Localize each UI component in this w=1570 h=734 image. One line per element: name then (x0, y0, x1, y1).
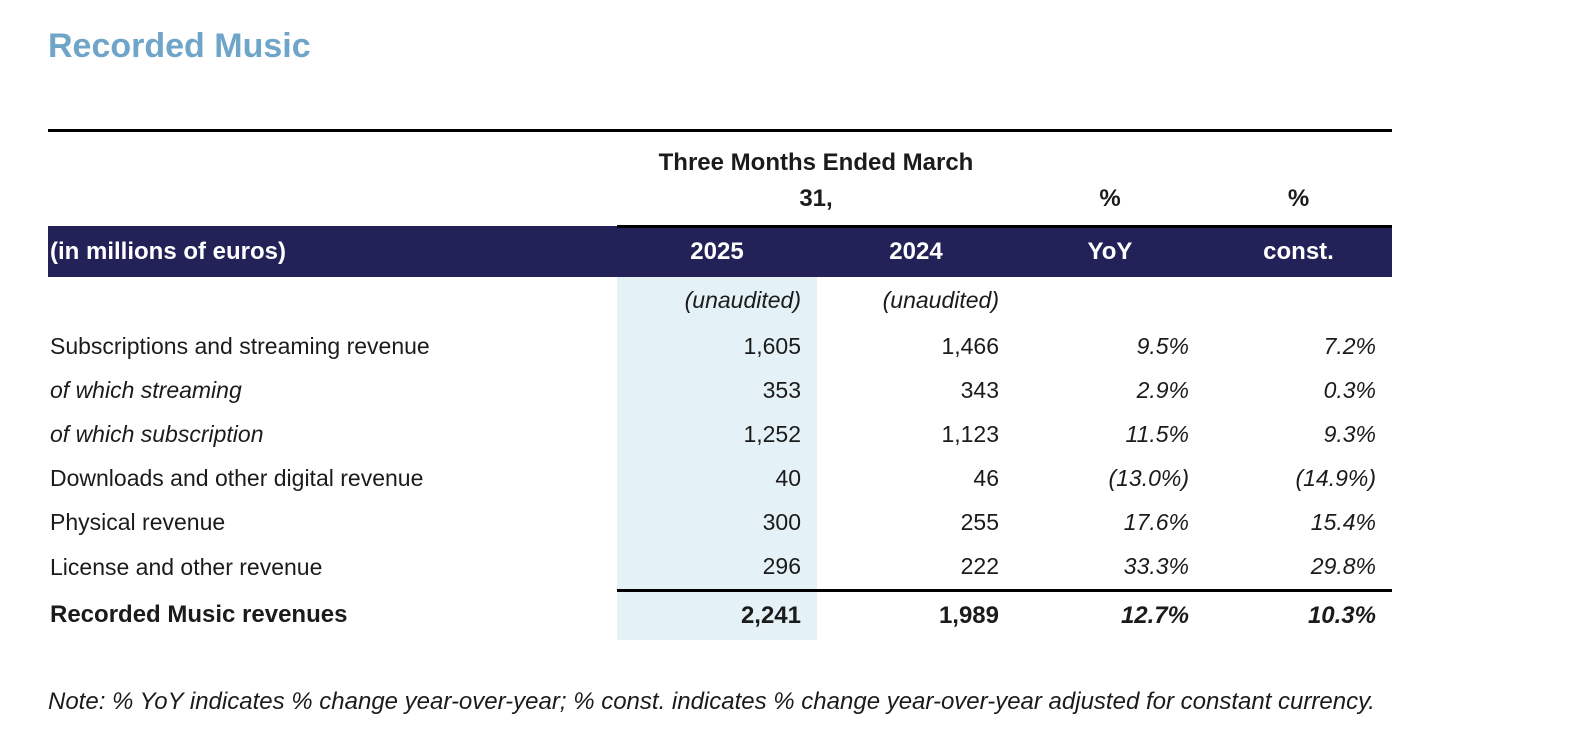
table-row: of which subscription 1,252 1,123 11.5% … (48, 412, 1392, 457)
cell-yoy: 9.5% (1136, 333, 1189, 360)
period-header-cell: Three Months Ended March 31, (617, 130, 1015, 228)
total-2024: 1,989 (817, 588, 1015, 640)
row-label: of which streaming (50, 377, 242, 404)
period-header-label: Three Months Ended March 31, (658, 148, 974, 212)
cell-2025: 1,605 (617, 324, 817, 369)
cell-2025: 296 (617, 544, 817, 591)
page-title: Recorded Music (48, 27, 311, 65)
pct-const-header: % (1205, 130, 1392, 228)
row-label: Downloads and other digital revenue (50, 465, 424, 492)
row-label: License and other revenue (50, 554, 323, 581)
unaudited-row: (unaudited) (unaudited) (48, 276, 1392, 325)
cell-yoy: 2.9% (1136, 377, 1189, 404)
table-row: Physical revenue 300 255 17.6% 15.4% (48, 500, 1392, 545)
cell-const: 0.3% (1323, 377, 1376, 404)
cell-2024: 1,466 (941, 333, 999, 360)
table-row: Downloads and other digital revenue 40 4… (48, 456, 1392, 501)
spacer-cell (1205, 277, 1392, 325)
col-header-yoy: YoY (1015, 226, 1205, 277)
pct-yoy-header: % (1015, 130, 1205, 228)
cell-2024: 255 (960, 509, 999, 536)
cell-yoy: 17.6% (1123, 509, 1189, 536)
table-row: of which streaming 353 343 2.9% 0.3% (48, 368, 1392, 413)
total-row: Recorded Music revenues 2,241 1,989 12.7… (48, 588, 1392, 640)
col-header-2025: 2025 (617, 226, 817, 277)
cell-2024: 46 (973, 465, 999, 492)
row-label: of which subscription (50, 421, 264, 448)
total-yoy: 12.7% (1015, 588, 1205, 640)
total-2025: 2,241 (617, 588, 817, 640)
unaudited-2025: (unaudited) (617, 276, 817, 325)
period-header-row: Three Months Ended March 31, % % (48, 130, 1392, 228)
cell-const: 29.8% (1310, 553, 1376, 580)
row-label: Subscriptions and streaming revenue (50, 333, 430, 360)
spacer-cell (48, 277, 617, 325)
cell-2024: 222 (960, 553, 999, 580)
table-row: Subscriptions and streaming revenue 1,60… (48, 324, 1392, 369)
total-label: Recorded Music revenues (50, 601, 348, 629)
cell-2025: 353 (617, 368, 817, 413)
cell-const: 7.2% (1323, 333, 1376, 360)
cell-2024: 1,123 (941, 421, 999, 448)
cell-2025: 300 (617, 500, 817, 545)
document-page: Recorded Music Three Months Ended March … (0, 26, 1570, 734)
total-const: 10.3% (1205, 588, 1392, 640)
spacer-cell (1015, 277, 1205, 325)
cell-yoy: 11.5% (1125, 421, 1189, 448)
recorded-music-table: Three Months Ended March 31, % % (in mil… (48, 128, 1392, 640)
table-header-row: (in millions of euros) 2025 2024 YoY con… (48, 226, 1392, 277)
row-label: Physical revenue (50, 509, 226, 536)
col-header-const: const. (1205, 226, 1392, 277)
table-row: License and other revenue 296 222 33.3% … (48, 544, 1392, 591)
cell-yoy: 33.3% (1123, 553, 1189, 580)
col-header-2024: 2024 (817, 226, 1015, 277)
cell-2025: 1,252 (617, 412, 817, 457)
cell-const: (14.9%) (1295, 465, 1376, 492)
unaudited-2024: (unaudited) (882, 287, 999, 314)
footnote: Note: % YoY indicates % change year-over… (48, 687, 1375, 715)
spacer-cell (48, 130, 617, 226)
cell-2025: 40 (617, 456, 817, 501)
units-header: (in millions of euros) (48, 226, 617, 277)
cell-2024: 343 (960, 377, 999, 404)
cell-yoy: (13.0%) (1108, 465, 1189, 492)
cell-const: 15.4% (1310, 509, 1376, 536)
cell-const: 9.3% (1323, 421, 1376, 448)
